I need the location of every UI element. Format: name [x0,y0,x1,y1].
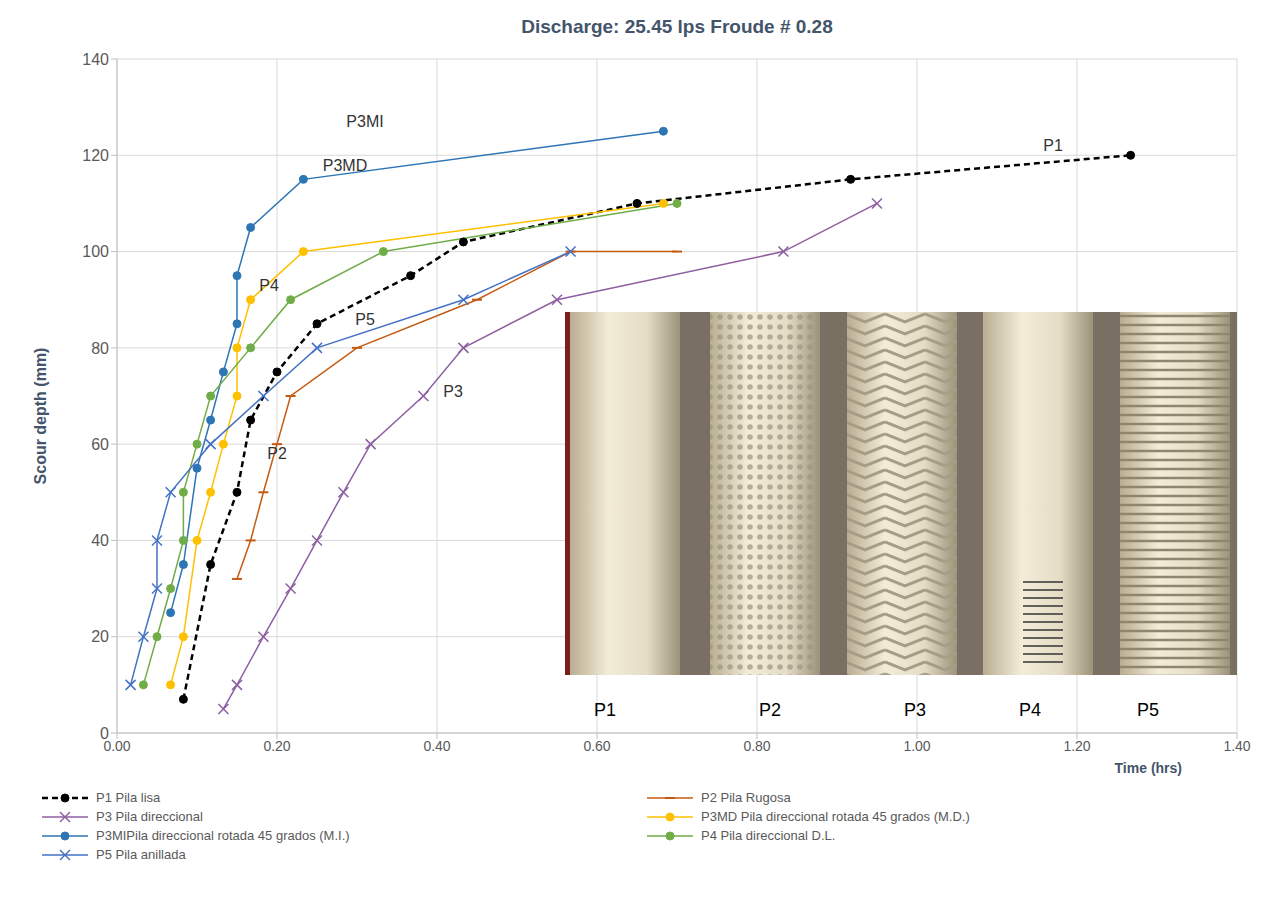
svg-text:0.00: 0.00 [103,737,131,754]
svg-text:40: 40 [91,532,109,549]
svg-text:100: 100 [82,243,109,260]
html-text:P3: P3 [904,700,926,720]
html-text:P1: P1 [594,700,616,720]
svg-text:0.40: 0.40 [423,738,450,754]
svg-text:0: 0 [100,725,109,742]
svg-text:0.80: 0.80 [743,738,770,754]
svg-text:120: 120 [82,147,109,164]
svg-text:140: 140 [82,51,109,68]
svg-text:P4: P4 [259,277,279,294]
html-text:P3MIPila direccional rotada 45: P3MIPila direccional rotada 45 grados (M… [96,828,350,843]
html-text:P2: P2 [759,700,781,720]
svg-text:P3MD: P3MD [323,157,367,174]
svg-text:P3MI: P3MI [346,113,383,130]
svg-text:1.20: 1.20 [1063,738,1090,754]
svg-text:60: 60 [91,436,109,453]
svg-text:80: 80 [91,340,109,357]
html-text:P1 Pila lisa: P1 Pila lisa [96,790,161,805]
svg-text:1.00: 1.00 [903,738,930,754]
svg-text:Scour depth (mm): Scour depth (mm) [32,348,49,485]
svg-text:0.60: 0.60 [583,738,610,754]
svg-text:1.40: 1.40 [1223,738,1250,754]
svg-text:P2: P2 [267,445,287,462]
svg-text:20: 20 [91,628,109,645]
svg-text:0.20: 0.20 [263,738,290,754]
svg-text:P1: P1 [1043,137,1063,154]
svg-text:Time (hrs): Time (hrs) [1115,760,1182,776]
html-text:P5 Pila anillada: P5 Pila anillada [96,847,186,862]
html-text:P3MD Pila direccional rotada 4: P3MD Pila direccional rotada 45 grados (… [701,809,970,824]
svg-text:P5: P5 [355,311,375,328]
html-text:P5: P5 [1137,700,1159,720]
html-text:P4: P4 [1019,700,1041,720]
html-text:P3 Pila direccional: P3 Pila direccional [96,809,203,824]
html-text:P2 Pila Rugosa: P2 Pila Rugosa [701,790,791,805]
html-text:Discharge: 25.45 lps Froude #: Discharge: 25.45 lps Froude # 0.28 [521,16,833,37]
svg-text:P3: P3 [443,383,463,400]
html-text:P4 Pila direccional D.L.: P4 Pila direccional D.L. [701,828,836,843]
